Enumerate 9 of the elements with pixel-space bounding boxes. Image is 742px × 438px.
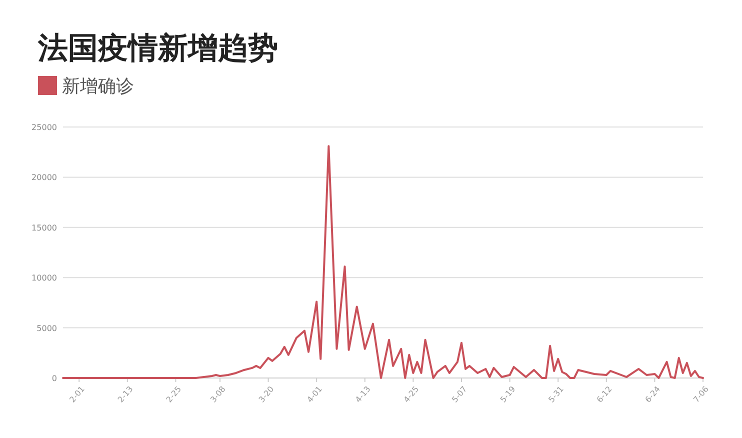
y-tick-label: 10000: [32, 274, 57, 283]
y-tick-label: 5000: [36, 324, 57, 333]
y-tick-label: 25000: [32, 123, 57, 132]
y-tick-label: 20000: [32, 173, 57, 182]
legend-label: 新增确诊: [62, 76, 134, 97]
y-tick-label: 0: [52, 374, 57, 383]
title: 法国疫情新增趋势: [38, 31, 278, 66]
legend: 新增确诊: [38, 76, 134, 97]
y-tick-label: 15000: [32, 223, 57, 232]
